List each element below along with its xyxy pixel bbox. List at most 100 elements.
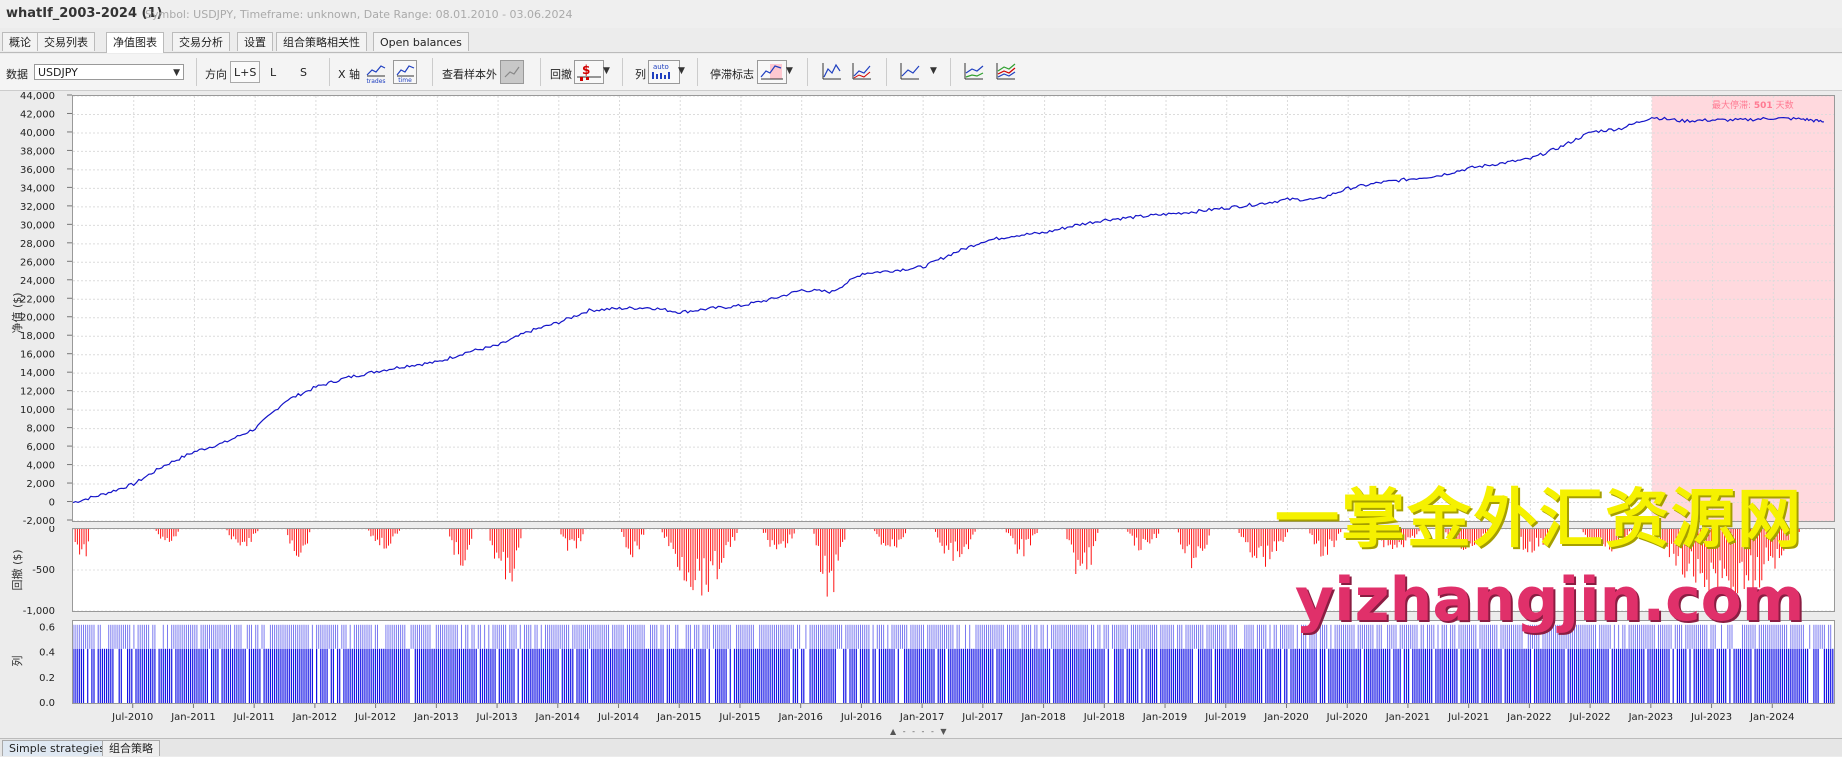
equity-y-tick: 0: [49, 498, 55, 509]
trades-axis-icon: trades: [366, 65, 386, 85]
x-tick-label: Jan-2022: [1506, 712, 1551, 723]
x-tick-label: Jul-2021: [1447, 712, 1489, 723]
equity-y-tick: 40,000: [20, 128, 55, 139]
equity-chart-button[interactable]: [820, 60, 844, 84]
equity-y-tick: 16,000: [20, 350, 55, 361]
time-axis-icon: time: [396, 65, 415, 84]
equity-y-tick: 14,000: [20, 368, 55, 379]
x-tick-label: Jul-2022: [1569, 712, 1611, 723]
time-x-axis: Jul-2010 Jan-2011 Jul-2011 Jan-2012 Jul-2012…: [111, 704, 1795, 723]
x-tick-label: Jan-2015: [656, 712, 701, 723]
equity-y-tick: 10,000: [20, 405, 55, 416]
stagnation-select[interactable]: [757, 60, 787, 84]
compare-chart-button[interactable]: [962, 60, 986, 84]
drawdown-chart-panel: [72, 528, 1835, 612]
stagnation-band: [1651, 96, 1834, 521]
direction-label: 方向: [205, 68, 227, 81]
tab-trade-list[interactable]: 交易列表: [37, 32, 95, 51]
x-tick-label: Jul-2016: [840, 712, 882, 723]
columns-select[interactable]: auto: [648, 60, 680, 84]
compare-chart-icon: [964, 63, 984, 80]
equity-y-tick: 20,000: [20, 313, 55, 324]
columns-chart-panel: [72, 620, 1835, 704]
chevron-down-icon: ▼: [173, 68, 180, 78]
chart-toolbar: 数据 USDJPY ▼ 方向 L+S L S X 轴 trades time 查…: [0, 54, 1842, 91]
oos-toggle-button[interactable]: [500, 60, 524, 84]
toolbar-divider: [807, 58, 808, 86]
tab-simple-strategies[interactable]: Simple strategies: [2, 740, 112, 756]
line-chart-icon: [900, 63, 920, 80]
x-tick-label: Jan-2017: [899, 712, 944, 723]
tab-overview[interactable]: 概论: [2, 32, 38, 51]
xaxis-time-button[interactable]: time: [393, 60, 417, 84]
equity-chart-alt-button[interactable]: [850, 60, 874, 84]
x-tick-label: Jul-2020: [1326, 712, 1368, 723]
stagnation-annotation: 最大停滞: 501 天数: [1712, 101, 1794, 111]
chevron-down-icon[interactable]: ▼: [678, 66, 685, 76]
tab-correlation[interactable]: 组合策略相关性: [276, 32, 367, 51]
panel-splitter[interactable]: ▲ - - - - ▼: [890, 727, 949, 736]
toolbar-divider: [886, 58, 887, 86]
equity-chart: [72, 95, 1834, 522]
x-tick-label: Jan-2013: [413, 712, 458, 723]
x-tick-label: Jul-2017: [961, 712, 1003, 723]
stagnation-label: 停滞标志: [710, 68, 754, 81]
xaxis-trades-button[interactable]: trades: [364, 60, 388, 85]
x-tick-label: Jan-2019: [1142, 712, 1187, 723]
equity-y-tick: 2,000: [26, 479, 55, 490]
equity-y-tick: 36,000: [20, 165, 55, 176]
xaxis-label: X 轴: [338, 68, 361, 81]
x-tick-label: Jan-2018: [1020, 712, 1065, 723]
toolbar-divider: [622, 58, 623, 86]
toolbar-divider: [196, 58, 197, 86]
equity-y-tick: 24,000: [20, 276, 55, 287]
tab-settings[interactable]: 设置: [237, 32, 273, 51]
x-tick-label: Jan-2016: [777, 712, 822, 723]
columns-y-axis: 0.6 0.4 0.2 0.0: [39, 622, 55, 708]
direction-all-button[interactable]: L+S: [230, 61, 261, 83]
columns-y-tick: 0.0: [39, 698, 55, 708]
direction-long-button[interactable]: L: [270, 66, 277, 79]
stagnation-chart-icon: [760, 64, 783, 80]
result-tabs: 概论 交易列表 净值图表 交易分析 设置 组合策略相关性 Open balanc…: [0, 32, 1842, 53]
data-select[interactable]: USDJPY ▼: [34, 64, 184, 80]
tab-trade-analysis[interactable]: 交易分析: [172, 32, 230, 51]
equity-line: [72, 116, 1824, 504]
direction-short-button[interactable]: S: [300, 66, 307, 79]
multi-line-chart-icon: [996, 63, 1016, 80]
x-tick-label: Jan-2023: [1628, 712, 1673, 723]
chevron-down-icon[interactable]: ▼: [930, 66, 937, 76]
x-tick-label: Jul-2018: [1083, 712, 1125, 723]
columns-label: 列: [635, 68, 646, 81]
window-title: whatIf_2003-2024 (1): [6, 6, 163, 21]
x-tick-label: Jul-2010: [111, 712, 153, 723]
equity-y-tick: 26,000: [20, 257, 55, 268]
toolbar-divider: [950, 58, 951, 86]
equity-y-tick: 8,000: [26, 424, 55, 435]
columns-y-tick: 0.4: [39, 648, 55, 659]
line-chart-button[interactable]: [898, 60, 922, 84]
watermark-text: 一掌金外汇资源网: [1275, 483, 1803, 557]
equity-y-tick: 44,000: [20, 91, 55, 102]
dollar-icon: $: [577, 63, 601, 81]
x-tick-label: Jan-2020: [1263, 712, 1308, 723]
drawdown-select[interactable]: $: [574, 60, 604, 84]
tab-portfolio[interactable]: 组合策略: [102, 740, 160, 756]
x-tick-label: Jan-2024: [1749, 712, 1794, 723]
tab-open-balances[interactable]: Open balances: [373, 32, 469, 51]
tab-equity-chart[interactable]: 净值图表: [106, 32, 164, 53]
equity-y-tick: 30,000: [20, 220, 55, 231]
x-tick-label: Jul-2013: [476, 712, 518, 723]
multi-line-chart-button[interactable]: [994, 60, 1018, 84]
data-select-value: USDJPY: [38, 66, 78, 79]
equity-y-tick: 12,000: [20, 387, 55, 398]
x-tick-label: Jan-2014: [535, 712, 580, 723]
equity-y-tick: 32,000: [20, 202, 55, 213]
chevron-down-icon[interactable]: ▼: [603, 66, 610, 76]
oos-label: 查看样本外: [442, 68, 497, 81]
drawdown-y-tick: -500: [32, 565, 55, 576]
chevron-down-icon[interactable]: ▼: [786, 66, 793, 76]
x-tick-label: Jul-2019: [1204, 712, 1246, 723]
bottom-tab-bar: Simple strategies 组合策略: [0, 738, 1842, 756]
x-tick-label: Jul-2015: [718, 712, 760, 723]
